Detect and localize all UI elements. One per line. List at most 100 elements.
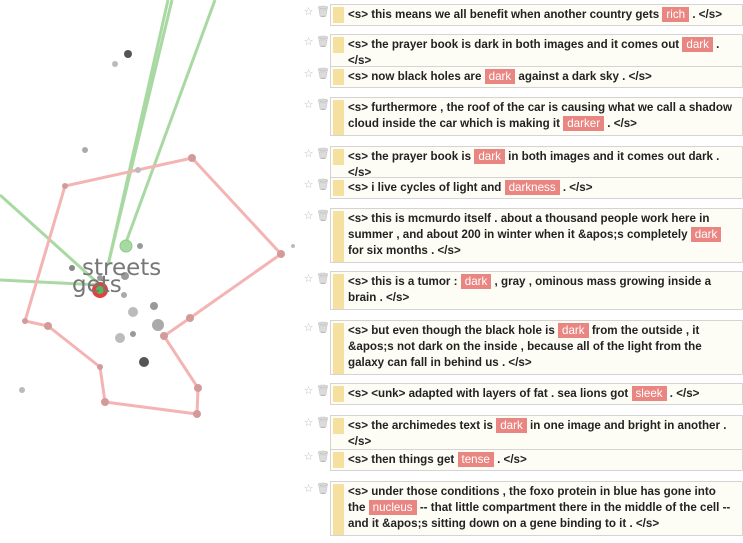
star-icon[interactable]: ☆ [303, 451, 314, 463]
trash-icon[interactable]: 🗑 [316, 36, 330, 48]
card-color-bar [333, 274, 344, 309]
sentence-post: . </s> [689, 8, 722, 21]
star-icon[interactable]: ☆ [303, 36, 314, 48]
neighbor-point[interactable] [119, 239, 133, 253]
highlight-word: dark [496, 418, 527, 433]
row-actions: ☆ 🗑 [303, 34, 330, 52]
sentence-card[interactable]: <s> i live cycles of light and darkness … [330, 177, 743, 199]
trash-icon[interactable]: 🗑 [316, 417, 330, 429]
star-icon[interactable]: ☆ [303, 483, 314, 495]
row-actions: ☆ 🗑 [303, 97, 330, 115]
sentence-pre: <s> but even though the black hole is [348, 324, 559, 337]
sentence-card[interactable]: <s> the archimedes text is dark in one i… [330, 415, 743, 453]
trajectory-nodes [22, 154, 285, 418]
sentence-card[interactable]: <s> this is mcmurdo itself . about a tho… [330, 208, 743, 263]
sentence-pre: <s> furthermore , the roof of the car is… [348, 101, 732, 130]
highlight-word: dark [474, 149, 505, 164]
row-actions: ☆ 🗑 [303, 320, 330, 338]
sentence-card[interactable]: <s> furthermore , the roof of the car is… [330, 97, 743, 136]
card-color-bar [333, 69, 344, 85]
sentence-card[interactable]: <s> then things get tense . </s> [330, 449, 743, 471]
star-icon[interactable]: ☆ [303, 273, 314, 285]
trash-icon[interactable]: 🗑 [316, 451, 330, 463]
highlight-word: dark [558, 323, 589, 338]
sentence-card[interactable]: <s> this is a tumor : dark , gray , omin… [330, 271, 743, 310]
trash-icon[interactable]: 🗑 [316, 99, 330, 111]
trash-icon[interactable]: 🗑 [316, 148, 330, 160]
sentence-pre: <s> under those conditions , the foxo pr… [348, 485, 716, 514]
sentence-card[interactable]: <s> this means we all benefit when anoth… [330, 4, 743, 26]
star-icon[interactable]: ☆ [303, 322, 314, 334]
sentence-post: in both images and it comes out dark . <… [348, 150, 720, 179]
star-icon[interactable]: ☆ [303, 6, 314, 18]
sentence-list: ☆ 🗑 <s> this means we all benefit when ano… [300, 0, 743, 538]
star-icon[interactable]: ☆ [303, 68, 314, 80]
trash-icon[interactable]: 🗑 [316, 483, 330, 495]
star-icon[interactable]: ☆ [303, 148, 314, 160]
trash-icon[interactable]: 🗑 [316, 179, 330, 191]
star-icon[interactable]: ☆ [303, 417, 314, 429]
card-color-bar [333, 418, 344, 434]
row-actions: ☆ 🗑 [303, 146, 330, 164]
projection-canvas[interactable]: streets gets [0, 0, 300, 538]
highlight-word: darker [563, 116, 605, 131]
row-actions: ☆ 🗑 [303, 383, 330, 401]
star-icon[interactable]: ☆ [303, 179, 314, 191]
trash-icon[interactable]: 🗑 [316, 385, 330, 397]
embedding-projection[interactable]: streets gets [0, 0, 300, 538]
sentence-post: -- that little compartment there in the … [348, 501, 731, 530]
card-color-bar [333, 211, 344, 262]
sentence-post: . </s> [604, 117, 637, 130]
sentence-post: for six months . </s> [348, 244, 461, 257]
sentence-post: . </s> [559, 181, 593, 194]
card-color-bar [333, 100, 344, 135]
row-actions: ☆ 🗑 [303, 66, 330, 84]
sentence-card[interactable]: <s> but even though the black hole is da… [330, 320, 743, 375]
row-actions: ☆ 🗑 [303, 177, 330, 195]
trash-icon[interactable]: 🗑 [316, 68, 330, 80]
sentence-pre: <s> this means we all benefit when anoth… [348, 8, 663, 21]
highlight-word: tense [457, 452, 494, 467]
highlight-word: dark [682, 37, 713, 52]
card-color-bar [333, 37, 344, 53]
sentence-pre: <s> the prayer book is dark in both imag… [348, 38, 683, 51]
card-color-bar [333, 149, 344, 165]
sentence-pre: <s> now black holes are [348, 70, 485, 83]
trash-icon[interactable]: 🗑 [316, 210, 330, 222]
highlight-word: dark [460, 274, 492, 289]
sentence-pre: <s> this is mcmurdo itself . about a tho… [348, 212, 710, 241]
star-icon[interactable]: ☆ [303, 385, 314, 397]
sentence-post: , gray , ominous mass growing inside a b… [348, 275, 712, 304]
scatter-points[interactable] [19, 50, 295, 393]
row-actions: ☆ 🗑 [303, 415, 330, 433]
label-gets: gets [72, 272, 122, 298]
row-actions: ☆ 🗑 [303, 4, 330, 22]
star-icon[interactable]: ☆ [303, 210, 314, 222]
highlight-word: darkness [504, 180, 560, 195]
card-color-bar [333, 386, 344, 402]
neighbor-lines [0, 0, 217, 287]
trash-icon[interactable]: 🗑 [316, 322, 330, 334]
sentence-pre: <s> the prayer book is [348, 150, 475, 163]
card-color-bar [333, 180, 344, 196]
sentence-post: in one image and bright in another . </s… [348, 419, 727, 448]
sentence-card[interactable]: <s> <unk> adapted with layers of fat . s… [330, 383, 743, 405]
sentence-card[interactable]: <s> under those conditions , the foxo pr… [330, 481, 743, 536]
selected-point-center [96, 286, 104, 294]
row-actions: ☆ 🗑 [303, 271, 330, 289]
row-actions: ☆ 🗑 [303, 449, 330, 467]
highlight-word: rich [662, 7, 690, 22]
sentence-post: from the outside , it &apos;s not dark o… [348, 324, 702, 369]
sentence-card[interactable]: <s> the prayer book is dark in both imag… [330, 34, 743, 72]
sentence-post: . </s> [493, 453, 527, 466]
highlight-word: dark [484, 69, 516, 84]
highlight-word: sleek [631, 386, 667, 401]
trash-icon[interactable]: 🗑 [316, 6, 330, 18]
sentence-pre: <s> then things get [348, 453, 458, 466]
sentence-pre: <s> the archimedes text is [348, 419, 497, 432]
row-actions: ☆ 🗑 [303, 208, 330, 226]
star-icon[interactable]: ☆ [303, 99, 314, 111]
trash-icon[interactable]: 🗑 [316, 273, 330, 285]
trajectory-path [23, 156, 284, 416]
sentence-card[interactable]: <s> now black holes are dark against a d… [330, 66, 743, 88]
